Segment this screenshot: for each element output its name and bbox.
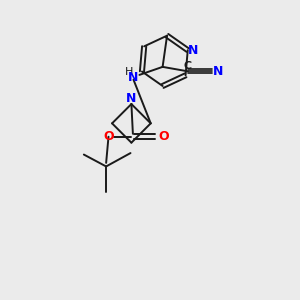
Text: O: O [158,130,169,143]
Text: O: O [103,130,114,143]
Text: N: N [128,71,139,84]
Text: C: C [184,61,192,71]
Text: N: N [213,65,224,78]
Text: H: H [125,67,134,77]
Text: N: N [126,92,136,105]
Text: N: N [188,44,198,57]
